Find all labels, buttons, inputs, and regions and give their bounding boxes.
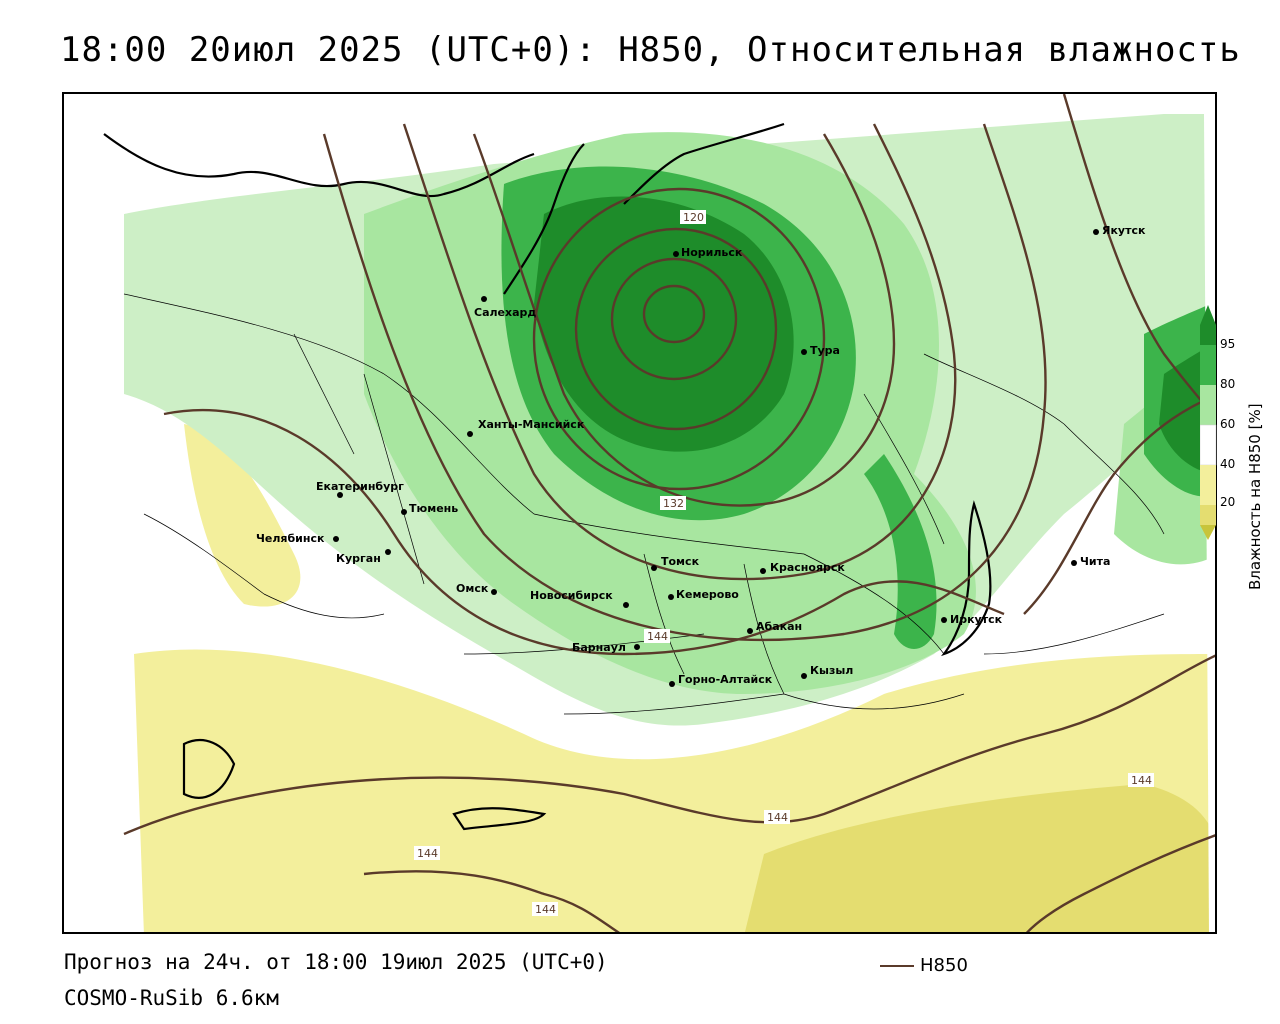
city-marker-gorno-altaysk [669, 681, 675, 687]
contour-label: 132 [663, 497, 684, 510]
outside-domain-ne [1164, 94, 1215, 114]
city-marker-barnaul [634, 644, 640, 650]
contour-label: 144 [417, 847, 438, 860]
city-label-norilsk: Норильск [681, 246, 743, 259]
city-marker-abakan [747, 628, 753, 634]
city-marker-chelyabinsk [333, 536, 339, 542]
city-marker-norilsk [673, 251, 679, 257]
colorbar-segment [1200, 465, 1216, 505]
dry-area-southeast [744, 784, 1215, 932]
contour-120-inner [642, 284, 706, 344]
city-marker-irkutsk [941, 617, 947, 623]
city-label-krasnoyarsk: Красноярск [770, 561, 845, 574]
colorbar-tick-95: 95 [1220, 337, 1236, 351]
city-label-chelyabinsk: Челябинск [256, 532, 325, 545]
city-label-khanty-mansiysk: Ханты-Мансийск [478, 418, 585, 431]
city-label-kyzyl: Кызыл [810, 664, 853, 677]
city-label-barnaul: Барнаул [572, 641, 626, 654]
city-label-chita: Чита [1080, 555, 1110, 568]
city-marker-tomsk [651, 565, 657, 571]
city-marker-kemerovo [668, 594, 674, 600]
dry-area-west [184, 424, 301, 607]
city-marker-salekhard [481, 296, 487, 302]
baikal-lake [941, 500, 992, 657]
outside-domain-w [64, 214, 124, 932]
colorbar-tick-80: 80 [1220, 377, 1236, 391]
city-label-salekhard: Салехард [474, 306, 536, 319]
contour-120 [610, 257, 738, 381]
contour-legend-swatch [880, 964, 914, 967]
colorbar-top-arrow [1200, 305, 1216, 325]
city-label-kurgan: Курган [336, 552, 381, 565]
colorbar [1200, 305, 1217, 540]
city-label-tomsk: Томск [661, 555, 700, 568]
colorbar-segment [1200, 325, 1216, 345]
contour-132 [472, 133, 896, 507]
contour-labels: 120 132 144 144 144 144 144 [414, 210, 1154, 916]
chart-title: 18:00 20июл 2025 (UTC+0): H850, Относите… [60, 30, 1241, 70]
contour-136 [402, 123, 957, 581]
contour-144-se [1025, 834, 1215, 932]
city-label-tyumen: Тюмень [409, 502, 458, 515]
contour-legend: H850 [880, 955, 968, 976]
colorbar-tick-20: 20 [1220, 495, 1236, 509]
city-label-omsk: Омск [456, 582, 489, 595]
contour-140 [322, 123, 1047, 642]
balkhash-lake [452, 807, 547, 831]
colorbar-segment [1200, 424, 1217, 466]
city-label-gorno-altaysk: Горно-Алтайск [678, 673, 773, 686]
moist-area-band-east [864, 454, 937, 649]
contour-label: 120 [683, 211, 704, 224]
contour-label: 144 [647, 630, 668, 643]
city-label-yakutsk: Якутск [1102, 224, 1146, 237]
taymyr-coast [623, 122, 785, 205]
colorbar-title: Влажность на H850 [%] [1246, 403, 1264, 590]
colorbar-segment [1200, 345, 1216, 385]
humidity-fill-layer [124, 114, 1215, 932]
colorbar-segment [1200, 505, 1216, 525]
contour-label: 144 [535, 903, 556, 916]
city-label-abakan: Абакан [756, 620, 802, 633]
contour-144-low [363, 870, 620, 932]
city-marker-tyumen [401, 509, 407, 515]
admin-borders [123, 293, 1165, 715]
city-label-tura: Тура [810, 344, 840, 357]
colorbar-tick-60: 60 [1220, 417, 1236, 431]
moist-area-core [534, 196, 794, 452]
contour-144-east [1023, 394, 1215, 615]
city-marker-krasnoyarsk [760, 568, 766, 574]
city-marker-yakutsk [1093, 229, 1099, 235]
contour-144-west [163, 409, 1005, 656]
city-marker-omsk [491, 589, 497, 595]
city-marker-kyzyl [801, 673, 807, 679]
model-name: COSMO-RuSib 6.6км [64, 986, 279, 1010]
city-label-kemerovo: Кемерово [676, 588, 739, 601]
map-frame: 120 132 144 144 144 144 144 Норильск Сал… [62, 92, 1217, 934]
colorbar-bottom-arrow [1200, 525, 1216, 540]
caspian-region [182, 739, 236, 799]
city-marker-yekaterinburg [337, 492, 343, 498]
contour-128 [532, 187, 826, 491]
contour-legend-label: H850 [920, 955, 968, 976]
city-marker-khanty-mansiysk [467, 431, 473, 437]
city-marker-novosibirsk [623, 602, 629, 608]
city-marker-chita [1071, 560, 1077, 566]
city-label-novosibirsk: Новосибирск [530, 589, 613, 602]
colorbar-tick-40: 40 [1220, 457, 1236, 471]
colorbar-segment [1200, 385, 1216, 425]
city-marker-kurgan [385, 549, 391, 555]
city-label-yekaterinburg: Екатеринбург [316, 480, 404, 493]
forecast-info: Прогноз на 24ч. от 18:00 19июл 2025 (UTC… [64, 950, 608, 974]
city-marker-tura [801, 349, 807, 355]
outside-domain-nw [64, 94, 494, 234]
humidity-map: 120 132 144 144 144 144 144 Норильск Сал… [64, 94, 1215, 932]
contour-label: 144 [767, 811, 788, 824]
city-markers: Норильск Салехард Тура Якутск Ханты-Манс… [256, 224, 1146, 687]
contour-label: 144 [1131, 774, 1152, 787]
contour-124 [574, 227, 778, 431]
city-label-irkutsk: Иркутск [950, 613, 1003, 626]
